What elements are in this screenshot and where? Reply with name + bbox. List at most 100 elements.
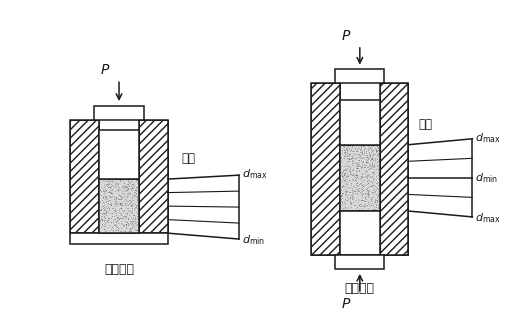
Point [367,154,376,160]
Point [108,211,116,216]
Point [111,203,119,208]
Point [370,155,378,160]
Point [352,168,361,173]
Point [366,202,374,207]
Point [100,188,109,193]
Point [111,229,120,234]
Point [373,149,382,154]
Point [356,176,364,181]
Point [121,184,130,189]
Point [372,204,380,209]
Point [348,143,356,148]
Point [362,169,371,174]
Point [102,208,110,213]
Point [120,207,128,212]
Point [122,222,130,227]
Point [120,181,129,186]
Point [130,193,138,198]
Point [363,154,371,159]
Point [345,171,354,176]
Point [116,200,124,205]
Point [131,188,139,193]
Point [104,181,112,186]
Point [355,203,363,208]
Point [128,196,136,201]
Point [116,202,124,207]
Point [342,176,351,181]
Point [341,153,349,158]
Point [99,199,108,204]
Point [112,182,121,187]
Point [362,173,371,178]
Point [105,189,113,194]
Point [353,204,361,209]
Point [112,223,120,228]
Point [114,192,122,197]
Point [373,199,381,204]
Point [338,174,346,179]
Point [107,186,116,191]
Text: $P$: $P$ [341,296,351,311]
Point [341,201,350,206]
Point [369,206,377,211]
Point [102,195,110,200]
Point [364,188,372,193]
Point [343,170,351,175]
Point [362,160,371,165]
Point [106,202,114,207]
Point [360,147,368,152]
Point [372,181,381,186]
Point [356,197,365,202]
Point [360,155,369,160]
Point [368,160,376,165]
Point [366,162,374,167]
Point [342,146,351,151]
Point [114,189,122,194]
Polygon shape [95,106,144,120]
Point [358,206,366,211]
Point [121,225,130,230]
Point [117,226,126,231]
Point [123,181,131,186]
Polygon shape [335,69,384,83]
Point [362,162,371,167]
Point [111,188,119,193]
Point [338,195,346,200]
Point [114,208,122,213]
Point [120,229,129,234]
Point [121,184,129,189]
Point [114,216,122,221]
Point [348,171,357,176]
Point [126,198,134,203]
Point [134,183,143,188]
Point [351,175,360,180]
Point [109,193,118,198]
Point [352,172,361,177]
Point [366,146,375,151]
Point [356,149,364,154]
Point [358,171,366,176]
Point [340,153,348,158]
Point [361,168,369,173]
Point [122,211,131,216]
Point [121,213,130,218]
Point [354,145,363,150]
Point [112,180,120,185]
Point [119,214,128,219]
Point [127,214,135,219]
Point [115,217,123,222]
Point [96,199,105,204]
Point [125,197,134,202]
Point [124,198,133,203]
Point [342,165,351,171]
Point [358,170,366,175]
Text: $d_{\rm min}$: $d_{\rm min}$ [475,171,498,185]
Point [370,200,379,205]
Point [116,179,124,184]
Point [125,191,134,196]
Point [126,186,134,191]
Point [364,156,372,161]
Point [342,190,351,195]
Point [338,174,347,179]
Point [355,152,363,157]
